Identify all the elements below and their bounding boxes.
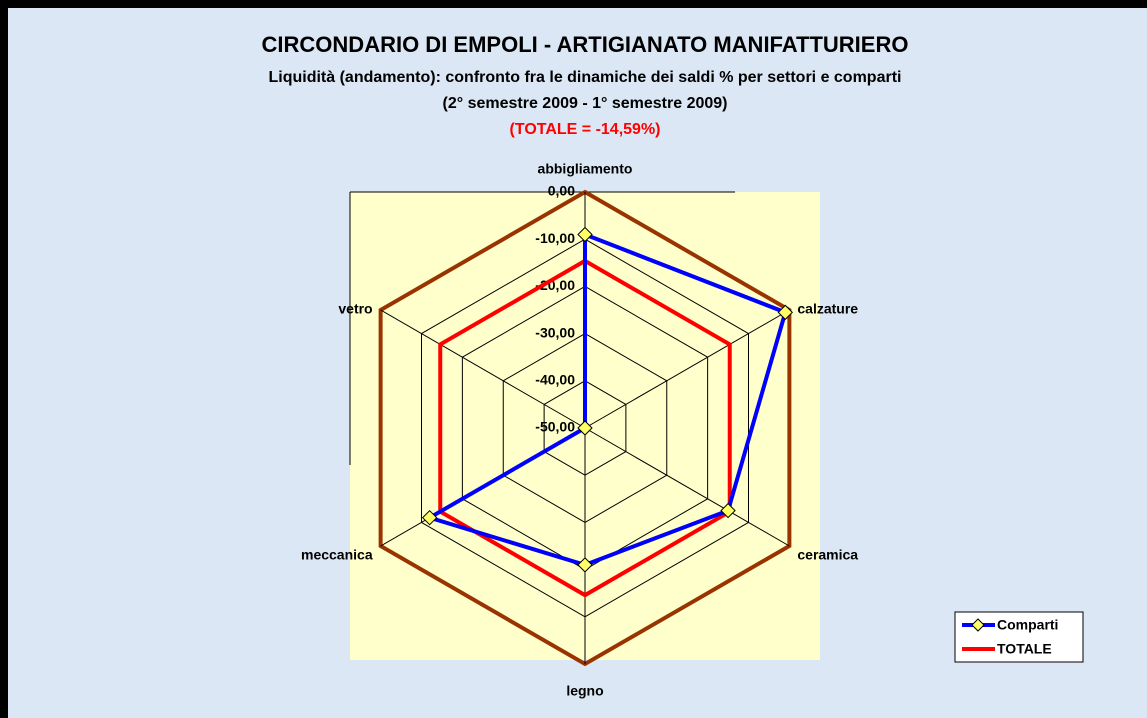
- marker: [777, 304, 794, 321]
- spoke: [584, 427, 790, 547]
- category-label: abbigliamento: [538, 161, 633, 177]
- category-label: ceramica: [797, 547, 858, 563]
- y-tick-label: -20,00: [535, 277, 575, 293]
- marker: [421, 509, 438, 526]
- category-label: calzature: [797, 301, 858, 317]
- marker: [720, 502, 736, 519]
- category-label: meccanica: [301, 547, 373, 563]
- series-line: [438, 258, 732, 598]
- y-tick-label: -30,00: [535, 324, 575, 340]
- category-label: legno: [566, 683, 603, 699]
- chart-subtitle: Liquidità (andamento): confronto fra le …: [269, 69, 902, 86]
- legend-label: TOTALE: [997, 641, 1052, 657]
- spoke: [380, 309, 586, 429]
- annotation: (TOTALE = -14,59%): [510, 121, 661, 138]
- marker: [577, 226, 593, 243]
- spoke: [584, 309, 790, 429]
- y-tick-label: 0,00: [548, 183, 575, 199]
- marker: [577, 420, 593, 436]
- legend-label: Comparti: [997, 617, 1058, 633]
- y-tick-label: -50,00: [535, 419, 575, 435]
- y-tick-label: -10,00: [535, 230, 575, 246]
- y-tick-label: -40,00: [535, 372, 575, 388]
- category-label: vetro: [338, 301, 372, 317]
- legend-marker: [971, 618, 985, 632]
- marker: [577, 557, 593, 573]
- chart-subtitle: (2° semestre 2009 - 1° semestre 2009): [443, 95, 728, 112]
- chart-title: CIRCONDARIO DI EMPOLI - ARTIGIANATO MANI…: [262, 32, 909, 57]
